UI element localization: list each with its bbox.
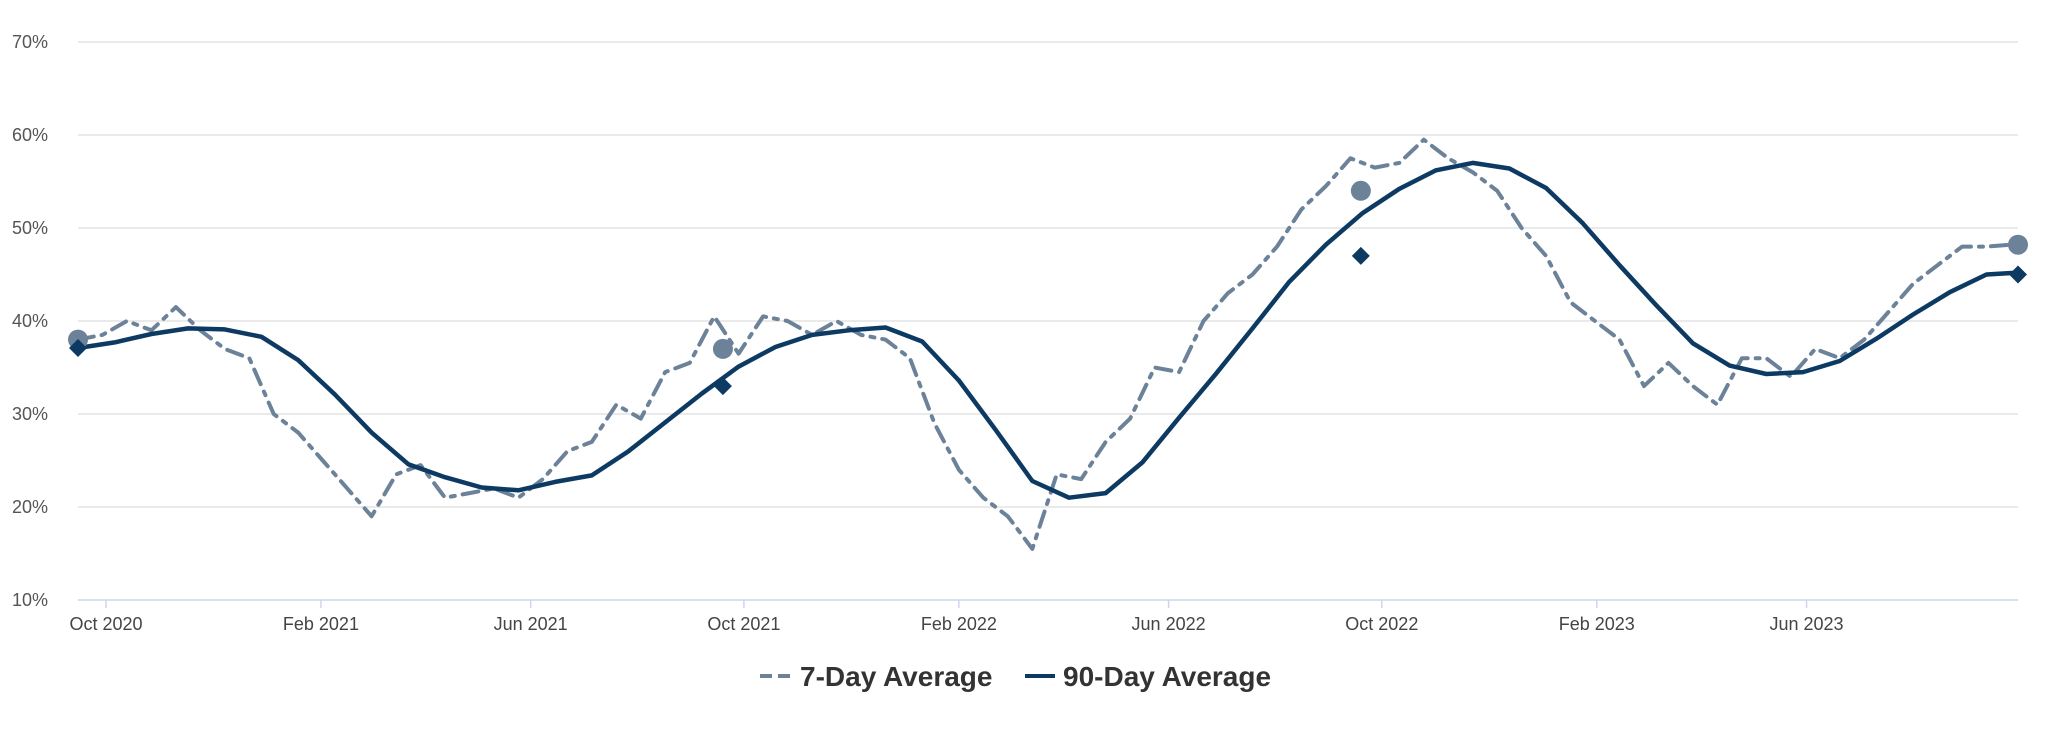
marker-90-day: [69, 338, 87, 357]
y-tick-label: 50%: [12, 218, 48, 238]
y-tick-label: 10%: [12, 590, 48, 610]
series-line-90-day: [75, 160, 2021, 500]
x-tick-label: Oct 2022: [1345, 614, 1418, 634]
x-tick-label: Feb 2022: [921, 614, 997, 634]
x-axis: Oct 2020 Feb 2021 Jun 2021 Oct 2021 Feb 2022…: [69, 599, 2018, 634]
x-tick-label: Jun 2022: [1132, 614, 1206, 634]
x-tick-label: Feb 2021: [283, 614, 359, 634]
legend: 7-Day Average 90-Day Average: [760, 661, 1271, 692]
x-tick-label: Oct 2020: [69, 614, 142, 634]
marker-90-day: [713, 377, 732, 396]
y-tick-label: 70%: [12, 32, 48, 52]
series-line-7-day: [76, 137, 2013, 551]
y-tick-label: 40%: [12, 311, 48, 331]
x-tick-label: Jun 2023: [1769, 614, 1843, 634]
legend-label-7-day: 7-Day Average: [800, 661, 992, 692]
x-tick-label: Jun 2021: [494, 614, 568, 634]
series-markers: [68, 180, 2028, 396]
y-tick-label: 20%: [12, 497, 48, 517]
series-lines: [75, 137, 2021, 551]
legend-item-7-day[interactable]: 7-Day Average: [760, 661, 992, 692]
x-tick-label: Feb 2023: [1559, 614, 1635, 634]
marker-90-day: [2009, 265, 2027, 284]
marker-90-day: [1351, 246, 1370, 265]
x-tick-label: Oct 2021: [707, 614, 780, 634]
marker-7-day: [712, 338, 733, 359]
marker-7-day: [2008, 234, 2028, 255]
y-axis: 10% 20% 30% 40% 50% 60% 70%: [12, 32, 48, 610]
y-tick-label: 30%: [12, 404, 48, 424]
legend-item-90-day[interactable]: 90-Day Average: [1025, 661, 1271, 692]
gridlines: [78, 41, 2018, 508]
y-tick-label: 60%: [12, 125, 48, 145]
marker-7-day: [1350, 180, 1371, 201]
legend-label-90-day: 90-Day Average: [1063, 661, 1271, 692]
